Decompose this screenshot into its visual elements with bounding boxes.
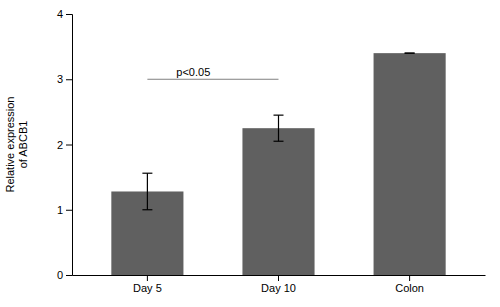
error-cap: [142, 209, 152, 210]
tick: Colon: [395, 275, 424, 294]
error-cap: [405, 53, 415, 54]
tick-mark: [66, 79, 72, 80]
tick: 2: [57, 139, 72, 151]
bar: [374, 53, 446, 275]
y-axis: 0 1 2 3 4: [57, 8, 73, 281]
tick-mark: [147, 275, 148, 281]
tick-label: 1: [57, 204, 63, 216]
bar: [242, 128, 314, 275]
axis-title-line: Relative expression: [4, 97, 16, 193]
tick: 4: [57, 8, 72, 20]
tick-label: 4: [57, 8, 63, 20]
x-axis: Day 5 Day 10 Colon: [73, 275, 486, 294]
axis-title-line: of ABCB1: [17, 121, 29, 169]
tick-mark: [66, 14, 72, 15]
tick-mark: [409, 275, 410, 281]
tick-label: Day 10: [261, 282, 296, 294]
chart: 0 1 2 3 4 Day 5 Day 10 Colon Relative expression…: [0, 0, 500, 307]
error-cap: [274, 115, 284, 116]
significance-label: p<0.05: [176, 66, 210, 78]
error-bar: [274, 115, 284, 141]
annotations: p<0.05: [176, 66, 210, 78]
tick-mark: [66, 210, 72, 211]
error-stem: [278, 115, 279, 141]
tick-mark: [66, 145, 72, 146]
significance-bracket: [147, 79, 278, 80]
error-cap: [274, 141, 284, 142]
tick: 3: [57, 73, 72, 85]
tick-label: 0: [57, 269, 63, 281]
error-bar: [405, 53, 415, 54]
marks: [111, 53, 445, 275]
plot: 0 1 2 3 4 Day 5 Day 10 Colon Relative expression…: [4, 8, 486, 294]
tick: 0: [57, 269, 72, 281]
axis-line: [66, 15, 73, 276]
error-stem: [147, 173, 148, 210]
tick: 1: [57, 204, 72, 216]
tick-label: 3: [57, 73, 63, 85]
tick-label: Day 5: [133, 282, 162, 294]
tick-mark: [278, 275, 279, 281]
axis-title: Relative expressionof ABCB1: [4, 97, 29, 193]
tick: Day 10: [261, 275, 296, 294]
tick-mark: [66, 275, 72, 276]
tick-label: 2: [57, 139, 63, 151]
tick-label: Colon: [395, 282, 424, 294]
tick: Day 5: [133, 275, 162, 294]
error-cap: [405, 53, 415, 54]
error-cap: [142, 173, 152, 174]
error-bar: [142, 173, 152, 210]
